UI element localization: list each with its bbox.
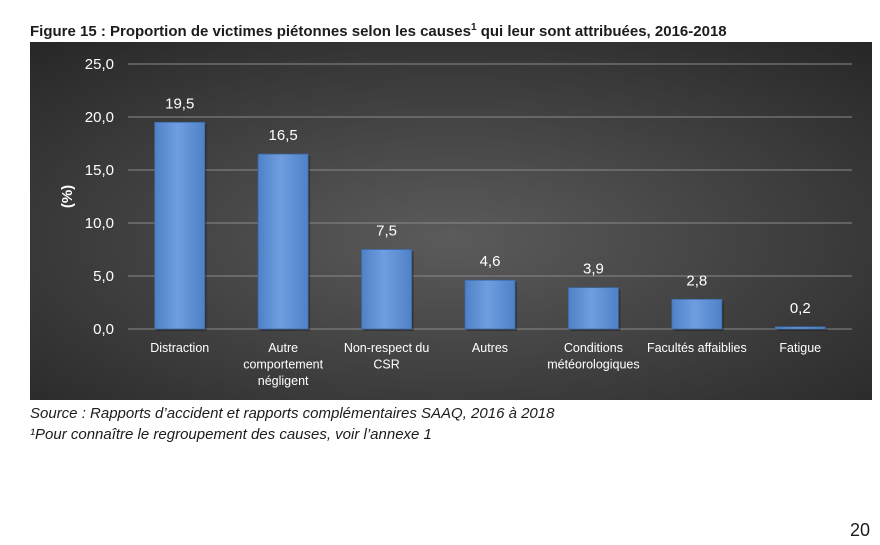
x-tick-label: Autre <box>268 341 298 355</box>
footnote-text: Pour connaître le regroupement des cause… <box>35 426 432 443</box>
data-label: 19,5 <box>165 95 194 112</box>
x-tick-label: Conditions <box>564 341 623 355</box>
figure-title: Figure 15 : Proportion de victimes piéto… <box>30 22 727 40</box>
bar-chart: 0,0 5,0 10,0 15,0 20,0 25,0 (%) 19,5 Distraction… <box>30 42 872 400</box>
bar <box>154 121 206 330</box>
x-tick-label: Autres <box>472 341 508 355</box>
x-tick-label: Distraction <box>150 341 209 355</box>
data-label: 0,2 <box>790 300 811 317</box>
page-number: 20 <box>850 520 871 540</box>
bar <box>568 287 619 330</box>
x-tick-label: Facultés affaiblies <box>647 341 747 355</box>
y-tick-label: 0,0 <box>93 321 114 338</box>
y-tick-label: 10,0 <box>85 215 114 232</box>
bar-shadow <box>777 328 828 331</box>
figure-title-superscript: 1 <box>470 22 477 33</box>
data-label: 3,9 <box>583 261 604 278</box>
y-axis-label: (%) <box>59 185 76 208</box>
bar <box>464 279 516 330</box>
data-label: 7,5 <box>376 223 397 240</box>
x-tick-label: négligent <box>258 374 309 388</box>
footnote: ¹Pour connaître le regroupement des caus… <box>30 426 432 443</box>
footnote-marker: ¹ <box>30 426 35 443</box>
bar <box>774 326 826 330</box>
data-label: 2,8 <box>686 272 707 289</box>
source-note: Source : Rapports d’accident et rapports… <box>30 405 555 422</box>
y-tick-label: 5,0 <box>93 268 114 285</box>
x-tick-label: Non-respect du <box>344 341 430 355</box>
bar <box>257 153 309 330</box>
bar <box>361 249 412 330</box>
figure-title-main: Figure 15 : Proportion de victimes piéto… <box>30 23 471 40</box>
data-label: 16,5 <box>269 127 298 144</box>
y-tick-label: 20,0 <box>85 109 114 126</box>
chart-panel: 0,0 5,0 10,0 15,0 20,0 25,0 (%) 19,5 Distraction… <box>30 42 872 400</box>
y-tick-label: 15,0 <box>85 162 114 179</box>
x-tick-label: Fatigue <box>779 341 821 355</box>
x-tick-label: CSR <box>373 358 399 372</box>
y-tick-label: 25,0 <box>85 56 114 73</box>
data-label: 4,6 <box>480 253 501 270</box>
figure-title-rest: qui leur sont attribuées, 2016-2018 <box>476 23 727 40</box>
x-tick-label: comportement <box>243 358 323 372</box>
x-tick-label: météorologiques <box>547 358 639 372</box>
bar <box>671 298 723 330</box>
